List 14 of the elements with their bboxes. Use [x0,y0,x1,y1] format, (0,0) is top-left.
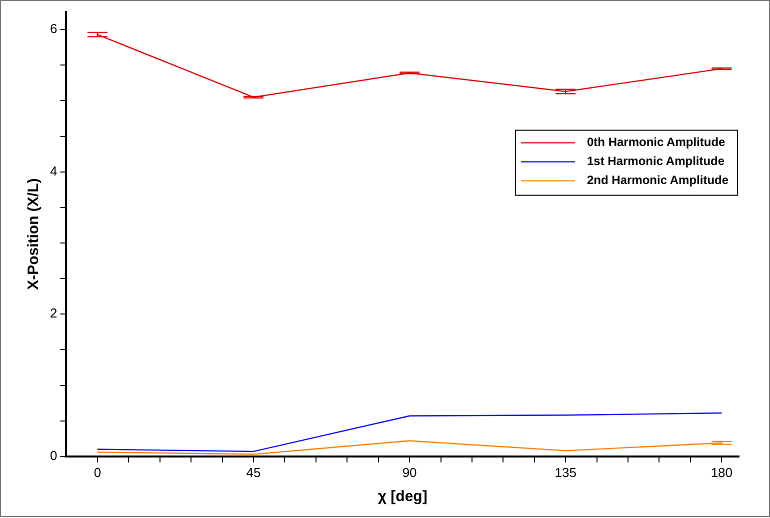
x-tick-label: 135 [554,464,576,480]
x-axis-title: χ [deg] [378,488,428,506]
y-tick-label: 4 [50,163,58,178]
legend-label: 0th Harmonic Amplitude [586,135,726,150]
y-tick-label: 6 [50,21,58,36]
y-tick-label: 2 [50,306,58,321]
x-tick-label: 0 [94,464,102,480]
x-tick-label: 90 [402,464,417,480]
x-tick-label: 180 [710,464,733,480]
y-axis-title: X-Position (X/L) [25,178,42,290]
y-tick-label: 0 [50,448,58,463]
x-tick-label: 45 [246,464,261,480]
legend-label: 2nd Harmonic Amplitude [586,173,729,188]
legend-label: 1st Harmonic Amplitude [586,154,725,168]
